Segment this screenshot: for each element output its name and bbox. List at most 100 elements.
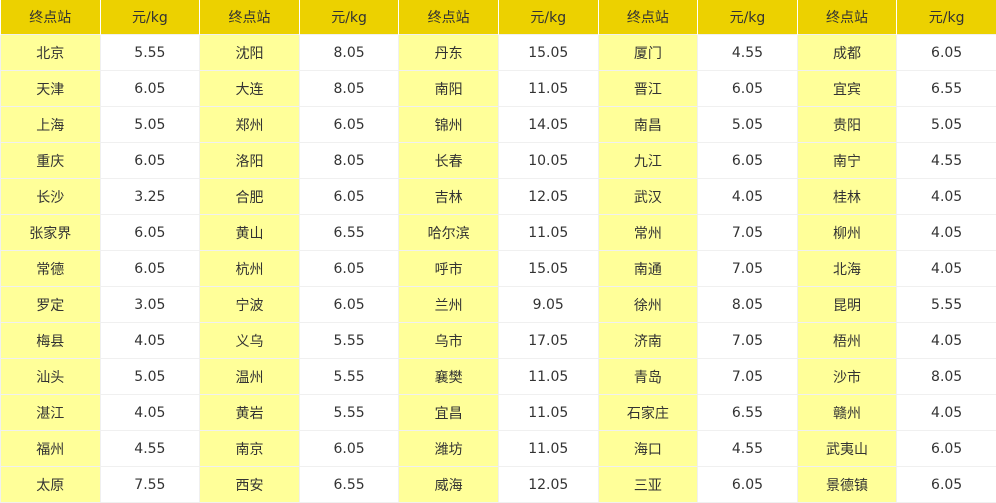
price-cell: 5.05 [100, 107, 200, 143]
station-cell: 长沙 [1, 179, 101, 215]
price-cell: 4.55 [698, 431, 798, 467]
station-cell: 吉林 [399, 179, 499, 215]
station-cell: 九江 [598, 143, 698, 179]
station-cell: 武汉 [598, 179, 698, 215]
station-cell: 襄樊 [399, 359, 499, 395]
station-cell: 青岛 [598, 359, 698, 395]
price-cell: 11.05 [498, 71, 598, 107]
header-price: 元/kg [498, 0, 598, 35]
station-cell: 徐州 [598, 287, 698, 323]
header-price: 元/kg [897, 0, 996, 35]
price-cell: 4.05 [897, 395, 996, 431]
station-cell: 威海 [399, 467, 499, 503]
station-cell: 张家界 [1, 215, 101, 251]
station-cell: 洛阳 [200, 143, 300, 179]
station-cell: 成都 [797, 35, 897, 71]
price-cell: 6.05 [299, 179, 399, 215]
station-cell: 赣州 [797, 395, 897, 431]
price-cell: 6.05 [299, 251, 399, 287]
station-cell: 景德镇 [797, 467, 897, 503]
price-cell: 14.05 [498, 107, 598, 143]
station-cell: 常州 [598, 215, 698, 251]
price-cell: 5.05 [100, 359, 200, 395]
station-cell: 常德 [1, 251, 101, 287]
header-station: 终点站 [200, 0, 300, 35]
price-cell: 5.55 [299, 323, 399, 359]
station-cell: 兰州 [399, 287, 499, 323]
price-cell: 6.05 [100, 251, 200, 287]
price-cell: 3.25 [100, 179, 200, 215]
station-cell: 宜宾 [797, 71, 897, 107]
price-cell: 15.05 [498, 251, 598, 287]
station-cell: 福州 [1, 431, 101, 467]
price-cell: 4.05 [897, 179, 996, 215]
price-cell: 7.05 [698, 215, 798, 251]
station-cell: 重庆 [1, 143, 101, 179]
price-cell: 6.05 [100, 215, 200, 251]
station-cell: 厦门 [598, 35, 698, 71]
price-cell: 4.05 [897, 323, 996, 359]
header-station: 终点站 [598, 0, 698, 35]
station-cell: 天津 [1, 71, 101, 107]
price-cell: 6.55 [299, 467, 399, 503]
station-cell: 南京 [200, 431, 300, 467]
station-cell: 合肥 [200, 179, 300, 215]
station-cell: 郑州 [200, 107, 300, 143]
price-cell: 4.55 [100, 431, 200, 467]
price-cell: 6.05 [299, 431, 399, 467]
price-cell: 6.05 [897, 35, 996, 71]
header-station: 终点站 [1, 0, 101, 35]
price-cell: 5.55 [299, 359, 399, 395]
station-cell: 西安 [200, 467, 300, 503]
price-cell: 8.05 [299, 35, 399, 71]
station-cell: 济南 [598, 323, 698, 359]
station-cell: 大连 [200, 71, 300, 107]
station-cell: 乌市 [399, 323, 499, 359]
price-cell: 4.55 [698, 35, 798, 71]
price-cell: 7.05 [698, 323, 798, 359]
station-cell: 梧州 [797, 323, 897, 359]
station-cell: 黄岩 [200, 395, 300, 431]
station-cell: 锦州 [399, 107, 499, 143]
station-cell: 沙市 [797, 359, 897, 395]
station-cell: 哈尔滨 [399, 215, 499, 251]
price-cell: 7.55 [100, 467, 200, 503]
station-cell: 汕头 [1, 359, 101, 395]
price-cell: 11.05 [498, 215, 598, 251]
price-cell: 6.55 [897, 71, 996, 107]
station-cell: 义乌 [200, 323, 300, 359]
station-cell: 太原 [1, 467, 101, 503]
price-cell: 6.05 [698, 467, 798, 503]
price-cell: 5.05 [897, 107, 996, 143]
price-cell: 6.55 [299, 215, 399, 251]
header-station: 终点站 [797, 0, 897, 35]
station-cell: 北京 [1, 35, 101, 71]
price-cell: 4.05 [897, 251, 996, 287]
price-cell: 15.05 [498, 35, 598, 71]
price-cell: 9.05 [498, 287, 598, 323]
price-cell: 11.05 [498, 359, 598, 395]
station-cell: 桂林 [797, 179, 897, 215]
station-cell: 潍坊 [399, 431, 499, 467]
price-cell: 6.05 [698, 71, 798, 107]
header-price: 元/kg [100, 0, 200, 35]
price-cell: 5.55 [897, 287, 996, 323]
station-cell: 罗定 [1, 287, 101, 323]
price-cell: 4.05 [100, 323, 200, 359]
price-cell: 4.05 [897, 215, 996, 251]
station-cell: 海口 [598, 431, 698, 467]
price-cell: 8.05 [299, 143, 399, 179]
price-cell: 5.55 [299, 395, 399, 431]
price-cell: 17.05 [498, 323, 598, 359]
